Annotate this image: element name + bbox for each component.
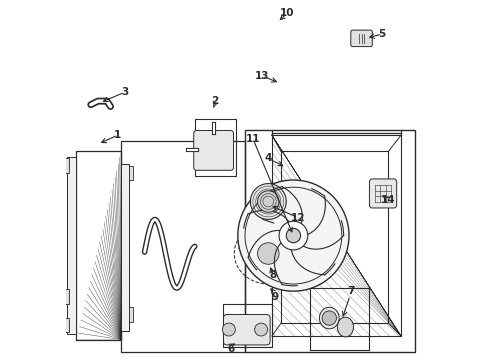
Circle shape: [279, 221, 308, 250]
Text: 13: 13: [255, 71, 270, 81]
Bar: [310, 288, 368, 350]
Ellipse shape: [337, 317, 353, 337]
Bar: [245, 130, 416, 352]
Circle shape: [255, 323, 268, 336]
Text: 14: 14: [380, 195, 395, 205]
Text: 4: 4: [265, 153, 272, 163]
Bar: [64, 158, 69, 173]
Circle shape: [238, 180, 349, 291]
Text: 6: 6: [227, 344, 234, 354]
Circle shape: [258, 191, 279, 212]
Ellipse shape: [245, 230, 292, 277]
Bar: [64, 318, 69, 332]
Bar: [272, 135, 401, 336]
Circle shape: [286, 228, 300, 243]
Text: 11: 11: [245, 134, 260, 144]
Circle shape: [322, 311, 337, 325]
Ellipse shape: [319, 307, 339, 329]
Bar: [129, 307, 133, 321]
Bar: [64, 289, 69, 304]
Text: 8: 8: [270, 270, 276, 280]
Ellipse shape: [258, 243, 279, 264]
Text: 7: 7: [347, 286, 354, 296]
FancyBboxPatch shape: [369, 179, 397, 208]
FancyBboxPatch shape: [68, 157, 76, 334]
Circle shape: [222, 323, 235, 336]
Text: 12: 12: [291, 213, 305, 222]
FancyBboxPatch shape: [194, 131, 234, 170]
Bar: [129, 166, 133, 180]
FancyBboxPatch shape: [351, 30, 372, 46]
Bar: [195, 119, 236, 176]
Text: 9: 9: [271, 292, 278, 302]
Text: 5: 5: [378, 29, 386, 39]
FancyBboxPatch shape: [122, 164, 129, 330]
Ellipse shape: [250, 235, 286, 271]
Text: 1: 1: [114, 130, 122, 140]
Text: 10: 10: [280, 8, 294, 18]
Bar: [122, 140, 245, 352]
Circle shape: [250, 184, 286, 220]
Bar: [223, 304, 272, 347]
FancyBboxPatch shape: [223, 315, 270, 345]
Text: 2: 2: [211, 96, 218, 106]
Text: 3: 3: [121, 87, 128, 97]
Bar: [76, 151, 122, 339]
